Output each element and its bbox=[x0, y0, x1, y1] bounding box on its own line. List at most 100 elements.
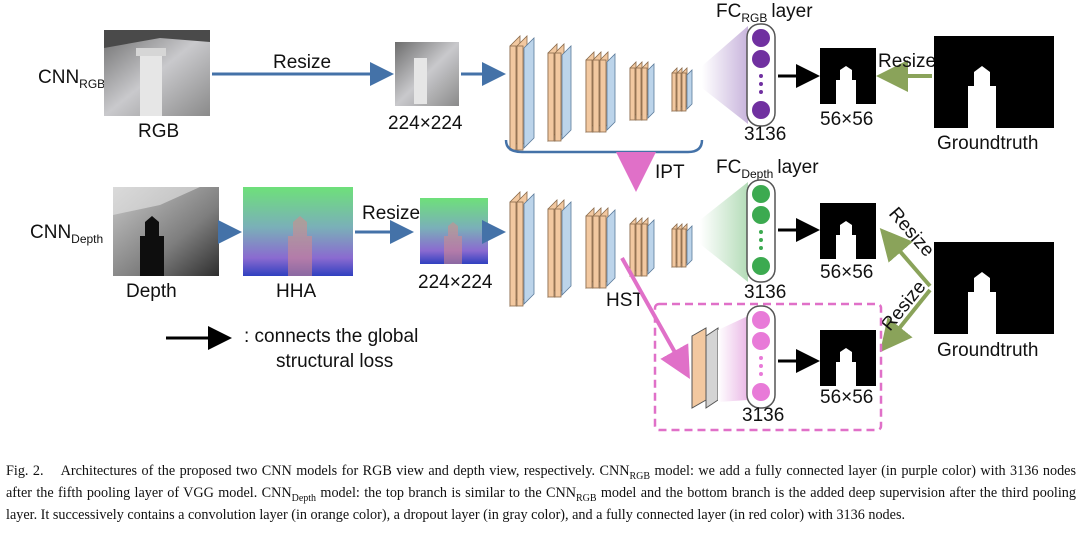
fc-depth-node bbox=[759, 246, 763, 250]
conv-layer-face bbox=[547, 52, 555, 142]
conv-layer-face bbox=[629, 223, 636, 277]
legend-text-line1: : connects the global bbox=[244, 326, 418, 347]
vgg-conv-layers-depth bbox=[509, 191, 693, 307]
hst-dropout-layer bbox=[705, 327, 719, 409]
conv-layer-face bbox=[599, 215, 607, 289]
fc-hst-node bbox=[759, 364, 763, 368]
cnn-depth-label: CNNDepth bbox=[30, 222, 103, 246]
conv-layer-face bbox=[554, 52, 562, 142]
hha-label: HHA bbox=[276, 281, 316, 302]
pool-layer bbox=[523, 37, 535, 149]
fc-depth-node bbox=[752, 257, 770, 275]
pool-layer bbox=[561, 45, 572, 140]
conv-layer-face bbox=[516, 45, 524, 151]
conv-layer-face bbox=[592, 215, 600, 289]
fc-depth-label: FCDepth layer bbox=[716, 157, 819, 181]
size-56-depth: 56×56 bbox=[820, 262, 873, 283]
fc-depth-node bbox=[759, 230, 763, 234]
conv-layer-face bbox=[671, 228, 677, 268]
fc-depth-node bbox=[759, 238, 763, 242]
pool-layer bbox=[523, 193, 535, 305]
fc-hst-funnel bbox=[718, 316, 748, 402]
fc-depth-node bbox=[752, 185, 770, 203]
caption-sub-1: RGB bbox=[629, 470, 651, 482]
fc-rgb-funnel bbox=[702, 26, 748, 124]
rgb-224-image bbox=[395, 42, 459, 106]
size-224-depth: 224×224 bbox=[418, 272, 493, 293]
figure-caption: Fig. 2. Architectures of the proposed tw… bbox=[6, 463, 1076, 524]
vgg-conv-layers-rgb bbox=[509, 35, 693, 151]
resize-label-rgb: Resize bbox=[273, 52, 331, 73]
ipt-label: IPT bbox=[655, 162, 685, 183]
conv-layer-face bbox=[509, 201, 517, 307]
resize-arrow-gt-depth-bottom bbox=[879, 288, 932, 353]
fc-depth-node bbox=[752, 206, 770, 224]
conv-layer-face bbox=[554, 208, 562, 298]
pool-layer bbox=[686, 69, 693, 110]
rgb-image bbox=[104, 30, 210, 116]
conv-layer-face bbox=[676, 228, 682, 268]
fc-rgb-node bbox=[752, 101, 770, 119]
depth-image bbox=[113, 187, 219, 276]
hha-image bbox=[243, 187, 353, 276]
resize-label-gt-depth-bottom: Resize bbox=[878, 277, 931, 335]
pool-layer bbox=[606, 209, 616, 287]
conv-layer-face bbox=[585, 215, 593, 289]
conv-layer-face bbox=[585, 59, 593, 133]
conv-layer-face bbox=[635, 223, 642, 277]
fc-hst-node bbox=[752, 311, 770, 329]
caption-fig-number: Fig. 2. bbox=[6, 463, 44, 479]
caption-text-3: model: the top branch is similar to the … bbox=[316, 484, 576, 501]
fc-rgb-label: FCRGB layer bbox=[716, 1, 813, 25]
nodes-rgb: 3136 bbox=[744, 124, 786, 145]
pool-layer bbox=[606, 53, 616, 131]
fc-hst-node bbox=[752, 383, 770, 401]
pool-layer bbox=[647, 63, 655, 119]
conv-layer-face bbox=[516, 201, 524, 307]
cnn-rgb-label: CNNRGB bbox=[38, 67, 105, 91]
fc-rgb-node bbox=[759, 82, 763, 86]
conv-layer-face bbox=[641, 223, 648, 277]
nodes-depth: 3136 bbox=[744, 282, 786, 303]
size-56-rgb: 56×56 bbox=[820, 109, 873, 130]
fc-depth-funnel bbox=[700, 182, 748, 282]
resize-arrow-gt-depth-top bbox=[879, 227, 932, 288]
conv-layer-face bbox=[592, 59, 600, 133]
caption-sub-3: RGB bbox=[575, 492, 597, 504]
conv-layer-face bbox=[671, 72, 677, 112]
conv-layer-face bbox=[681, 228, 687, 268]
size-224-rgb: 224×224 bbox=[388, 113, 463, 134]
ipt-bracket bbox=[504, 139, 704, 154]
caption-text-1: Architectures of the proposed two CNN mo… bbox=[60, 463, 630, 479]
resize-label-gt-depth-top: Resize bbox=[884, 204, 938, 262]
conv-layer-face bbox=[641, 67, 648, 121]
fc-hst-node bbox=[759, 372, 763, 376]
fc-rgb-node bbox=[759, 74, 763, 78]
conv-layer-face bbox=[629, 67, 636, 121]
hst-conv-layer bbox=[691, 327, 707, 409]
groundtruth-image-top bbox=[934, 36, 1054, 128]
rgb-label: RGB bbox=[138, 121, 179, 142]
groundtruth-label-top: Groundtruth bbox=[937, 133, 1038, 154]
fc-rgb-node bbox=[752, 29, 770, 47]
output-map-rgb bbox=[820, 48, 876, 104]
conv-layer-face bbox=[547, 208, 555, 298]
legend-text-line2: structural loss bbox=[276, 351, 393, 372]
hha-224-image bbox=[420, 198, 488, 264]
output-map-hst bbox=[820, 330, 876, 386]
caption-sub-2: Depth bbox=[291, 492, 317, 504]
architecture-diagram: CNNRGB RGB Resize 224×224 FCRGB layer 313… bbox=[30, 1, 1054, 432]
groundtruth-image-bottom bbox=[934, 242, 1054, 334]
resize-label-gt-rgb: Resize bbox=[878, 51, 936, 72]
conv-layer-face bbox=[509, 45, 517, 151]
conv-layer-face bbox=[676, 72, 682, 112]
fc-rgb-node bbox=[759, 90, 763, 94]
size-56-hst: 56×56 bbox=[820, 387, 873, 408]
resize-label-depth: Resize bbox=[362, 203, 420, 224]
groundtruth-label-bottom: Groundtruth bbox=[937, 340, 1038, 361]
fc-hst-node bbox=[752, 332, 770, 350]
conv-layer-face bbox=[635, 67, 642, 121]
hst-label: HST bbox=[606, 290, 644, 311]
conv-layer-face bbox=[599, 59, 607, 133]
caption-text-4: model and the bottom branch is the added… bbox=[6, 484, 1076, 523]
